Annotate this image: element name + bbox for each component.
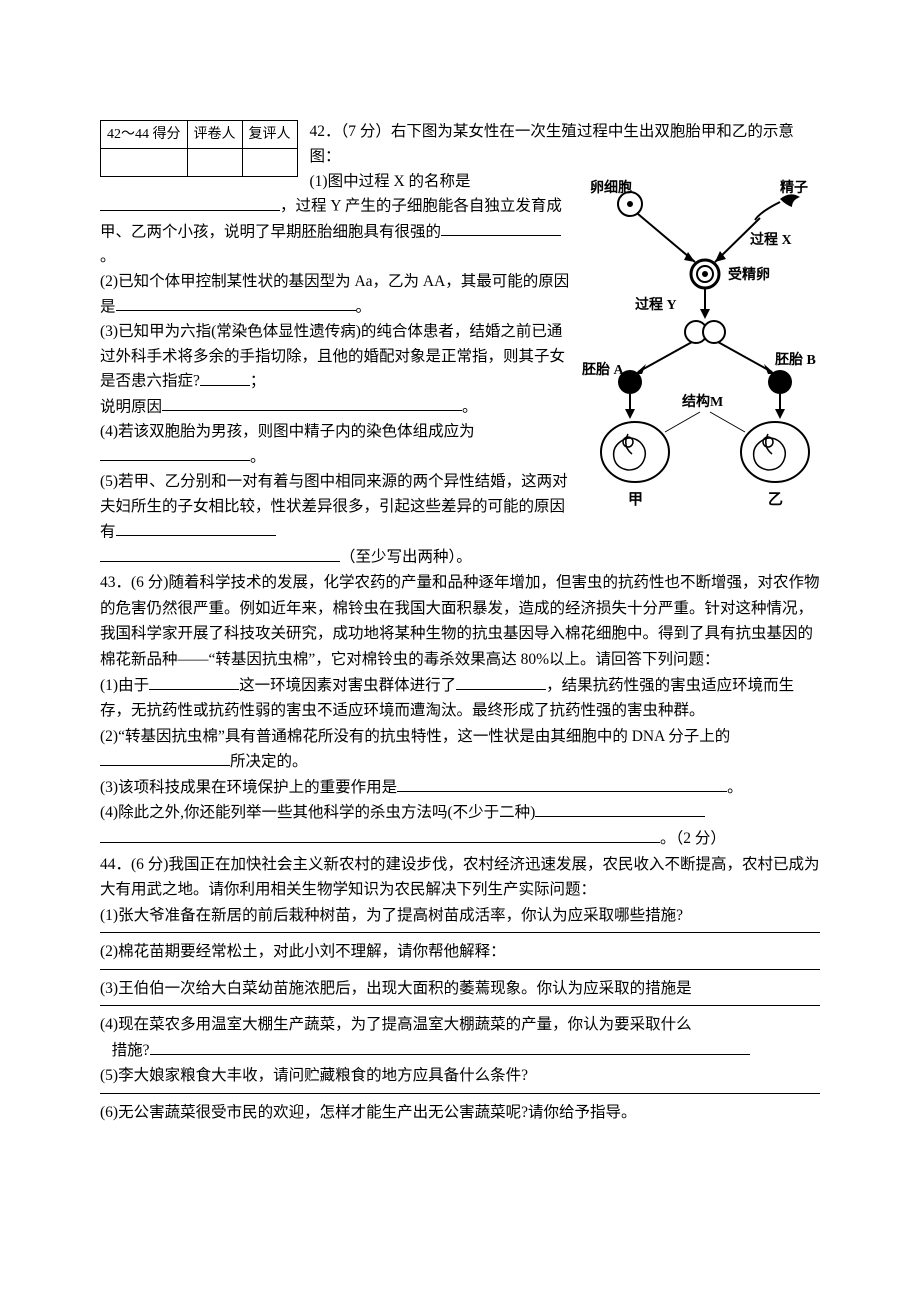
q42-2b: 。 [356,298,372,315]
label-sperm: 精子 [780,179,808,196]
blank [397,775,727,792]
q42-3d: 。 [462,398,478,415]
q43-3: (3)该项科技成果在环境保护上的重要作用是 。 [100,775,820,801]
q43-2a: (2)“转基因抗虫棉”具有普通棉花所没有的抗虫特性，这一性状是由其细胞中的 DN… [100,728,730,745]
label-childB: 乙 [768,492,783,508]
q43-2b: 所决定的。 [230,753,308,770]
q44-4: (4)现在菜农多用温室大棚生产蔬菜，为了提高温室大棚蔬菜的产量，你认为要采取什么… [100,1012,820,1063]
q44-1: (1)张大爷准备在新居的前后栽种树苗，为了提高树苗成活率，你认为应采取哪些措施? [100,903,820,929]
q42-1a: (1)图中过程 X 的名称是 [310,173,471,190]
label-embB: 胚胎 B [775,351,816,368]
answer-line [100,969,820,970]
blank [162,395,462,412]
label-fert: 受精卵 [728,266,770,283]
blank [100,445,250,462]
q43-4a: (4)除此之外,你还能列举一些其他科学的杀虫方法吗(不少于二种) [100,804,535,821]
blank [535,801,705,818]
q44-2: (2)棉花苗期要经常松土，对此小刘不理解，请你帮他解释： [100,939,820,965]
blank [116,520,276,537]
blank [116,295,356,312]
q43-head: 43．(6 分)随着科学技术的发展，化学农药的产量和品种逐年增加，但害虫的抗药性… [100,570,820,672]
blank [441,220,561,237]
label-childA: 甲 [628,491,643,508]
score-cell-2 [187,149,242,177]
label-procY: 过程 Y [635,296,677,313]
q43-1a: (1)由于 [100,677,149,694]
q43-3a: (3)该项科技成果在环境保护上的重要作用是 [100,779,397,796]
label-embA: 胚胎 A [582,361,624,378]
blank [150,1038,750,1055]
label-structM: 结构M [682,393,723,410]
q43-1: (1)由于这一环境因素对害虫群体进行了，结果抗药性强的害虫适应环境而生存，无抗药… [100,673,820,724]
q42-3a: (3)已知甲为六指(常染色体显性遗传病)的纯合体患者，结婚之前已通过外科手术将多… [100,323,565,390]
q42-4a: (4)若该双胞胎为男孩，则图中精子内的染色体组成应为 [100,423,475,440]
label-egg: 卵细胞 [590,179,632,196]
twin-diagram: 卵细胞 精子 过程 X 受精卵 过程 Y [580,174,820,523]
answer-line [100,1005,820,1006]
q43-1b: 这一环境因素对害虫群体进行了 [239,677,456,694]
q43-3b: 。 [727,779,743,796]
q42-3c: 说明原因 [100,398,162,415]
q44-5: (5)李大娘家粮食大丰收，请问贮藏粮食的地方应具备什么条件? [100,1063,820,1089]
q44-head: 44．(6 分)我国正在加快社会主义新农村的建设步伐，农村经济迅速发展，农民收入… [100,852,820,903]
label-procX: 过程 X [750,231,792,248]
q42-4b: 。 [250,448,266,465]
blank [100,545,340,562]
q42-3b: ； [250,373,266,390]
q42-5b: （至少写出两种）。 [340,549,472,566]
q43-4b: 。（2 分） [660,830,726,847]
blank [200,369,250,386]
blank [100,826,660,843]
q44-4b: 措施? [112,1042,150,1059]
score-header-2: 评卷人 [187,121,242,149]
score-header-1: 42～44 得分 [101,121,188,149]
blank [456,673,546,690]
answer-line [100,1093,820,1094]
score-header-3: 复评人 [242,121,297,149]
q43-4: (4)除此之外,你还能列举一些其他科学的杀虫方法吗(不少于二种) 。（2 分） [100,800,820,851]
q44-3: (3)王伯伯一次给大白菜幼苗施浓肥后，出现大面积的萎蔫现象。你认为应采取的措施是 [100,976,820,1002]
blank [100,750,230,767]
score-cell-3 [242,149,297,177]
blank [149,673,239,690]
q43-2: (2)“转基因抗虫棉”具有普通棉花所没有的抗虫特性，这一性状是由其细胞中的 DN… [100,724,820,775]
score-cell-1 [101,149,188,177]
q44-6: (6)无公害蔬菜很受市民的欢迎，怎样才能生产出无公害蔬菜呢?请你给予指导。 [100,1100,820,1126]
q42-1c: 。 [100,248,116,265]
blank [100,194,280,211]
score-table: 42～44 得分 评卷人 复评人 [100,120,298,177]
q44-4a: (4)现在菜农多用温室大棚生产蔬菜，为了提高温室大棚蔬菜的产量，你认为要采取什么 [100,1016,692,1033]
answer-line [100,932,820,933]
